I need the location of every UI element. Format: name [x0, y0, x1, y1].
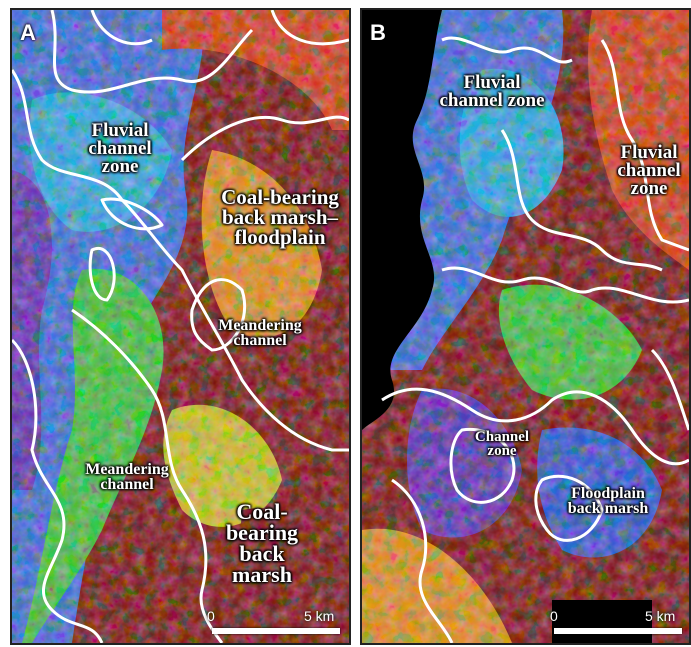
facies-boundaries-b — [381, 36, 689, 643]
label-fluvial-channel-zone-a: Fluvial channel zone — [88, 120, 152, 178]
scale-zero-b: 0 — [550, 608, 558, 624]
scale-end-a: 5 km — [304, 608, 335, 624]
label-meandering-channel-upper: Meandering channel — [218, 317, 302, 350]
label-fluvial-channel-zone-b-right: Fluvial channel zone — [617, 142, 681, 200]
scale-zero-a: 0 — [207, 608, 215, 624]
scale-bar-a — [212, 628, 340, 634]
label-channel-zone: Channel zone — [474, 429, 530, 460]
scale-bar-b — [554, 628, 682, 634]
label-fluvial-channel-zone-b-left: Fluvial channel zone — [439, 72, 545, 112]
attribute-map-a — [12, 10, 349, 643]
scale-end-b: 5 km — [645, 608, 676, 624]
no-data-region — [362, 10, 442, 430]
label-floodplain-back-marsh: Floodplain back marsh — [567, 485, 649, 518]
attribute-map-b — [362, 10, 689, 643]
panel-a-letter: A — [20, 20, 36, 45]
label-coal-bearing-marsh-floodplain: Coal-bearing back marsh–floodplain — [221, 185, 339, 249]
label-meandering-channel-lower: Meandering channel — [85, 461, 169, 494]
seismic-map-panel-b: B Fluvial channel zone Fluvial channel z… — [360, 8, 691, 645]
label-coal-bearing-back-marsh: Coal-bearing back marsh — [225, 499, 299, 587]
panel-b-letter: B — [370, 20, 386, 45]
facies-boundaries-a — [12, 10, 349, 643]
seismic-map-panel-a: A Fluvial channel zone Coal-bearing back… — [10, 8, 351, 645]
